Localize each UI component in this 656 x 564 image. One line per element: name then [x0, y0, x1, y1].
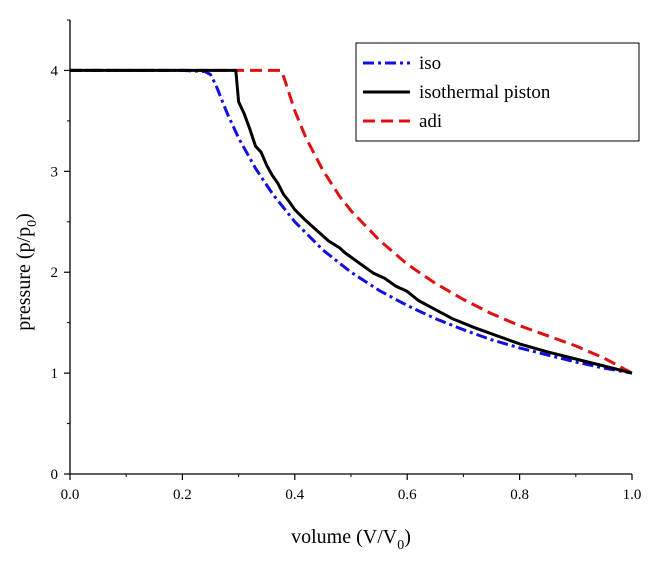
x-tick-label: 1.0: [623, 487, 642, 503]
y-tick-label: 3: [51, 164, 59, 180]
y-axis-label: pressure (p/p0): [13, 213, 40, 331]
legend-label-iso: iso: [419, 53, 441, 74]
grid-and-axes: [64, 19, 633, 480]
legend: iso isothermal piston adi: [355, 42, 640, 142]
series-lines: [70, 68, 633, 375]
legend-label-isothermal-piston: isothermal piston: [419, 82, 551, 103]
tick-labels: 0.0 0.2 0.4 0.6 0.8 1.0 0 1 2 3 4: [51, 63, 642, 503]
series-line-isothermal-piston: [70, 68, 633, 375]
y-tick-label: 4: [51, 63, 59, 79]
y-tick-label: 0: [51, 467, 59, 483]
y-axis-label-subscript: 0: [25, 220, 40, 227]
x-tick-label: 0.0: [61, 487, 80, 503]
y-tick-label: 1: [51, 366, 59, 382]
x-axis-label-subscript: 0: [397, 538, 404, 553]
x-tick-label: 0.4: [285, 487, 304, 503]
x-tick-label: 0.6: [398, 487, 417, 503]
y-tick-label: 2: [51, 265, 59, 281]
x-axis-label: volume (V/V0): [291, 526, 411, 553]
series-line-iso: [70, 68, 633, 375]
legend-label-adi: adi: [419, 111, 442, 132]
x-tick-label: 0.2: [173, 487, 192, 503]
x-tick-label: 0.8: [510, 487, 529, 503]
